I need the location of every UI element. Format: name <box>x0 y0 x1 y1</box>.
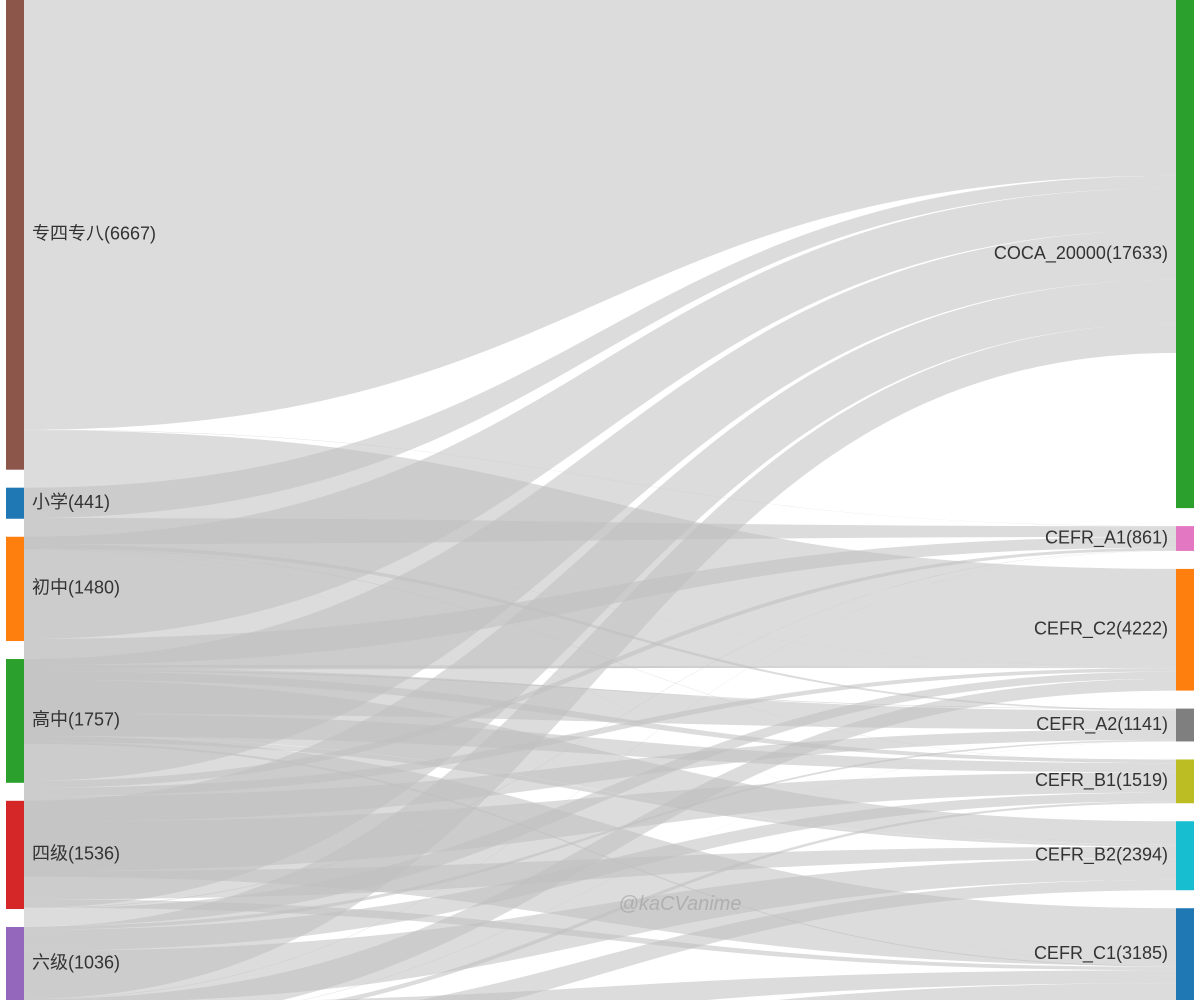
label-tem: 专四专八(6667) <box>32 224 156 244</box>
watermark-text: @kaCVanime <box>619 893 742 915</box>
label-a2: CEFR_A2(1141) <box>1036 714 1168 735</box>
label-cet6: 六级(1036) <box>32 952 120 972</box>
node-b2[interactable] <box>1176 821 1194 890</box>
node-b1[interactable] <box>1176 759 1194 803</box>
sankey-diagram: 专四专八(6667) 小学(441) 初中(1480) 高中(1757) 四级(1536… <box>0 0 1200 1000</box>
node-c1[interactable] <box>1176 908 1194 1000</box>
node-cet6[interactable] <box>6 927 24 1000</box>
label-a1: CEFR_A1(861) <box>1045 527 1168 548</box>
node-primary[interactable] <box>6 488 24 519</box>
label-primary: 小学(441) <box>32 492 110 512</box>
node-senior[interactable] <box>6 659 24 783</box>
node-tem[interactable] <box>6 0 24 470</box>
label-c2: CEFR_C2(4222) <box>1034 619 1168 640</box>
node-coca[interactable] <box>1176 0 1194 508</box>
node-a1[interactable] <box>1176 526 1194 551</box>
label-junior: 初中(1480) <box>32 578 120 598</box>
node-cet4[interactable] <box>6 801 24 909</box>
label-c1: CEFR_C1(3185) <box>1034 943 1168 964</box>
label-coca: COCA_20000(17633) <box>994 243 1168 264</box>
node-a2[interactable] <box>1176 709 1194 742</box>
sankey-links <box>24 0 1176 1000</box>
label-b1: CEFR_B1(1519) <box>1035 770 1168 791</box>
label-senior: 高中(1757) <box>32 710 120 730</box>
label-cet4: 四级(1536) <box>32 844 120 864</box>
node-junior[interactable] <box>6 537 24 641</box>
label-b2: CEFR_B2(2394) <box>1035 844 1168 865</box>
node-c2[interactable] <box>1176 569 1194 691</box>
